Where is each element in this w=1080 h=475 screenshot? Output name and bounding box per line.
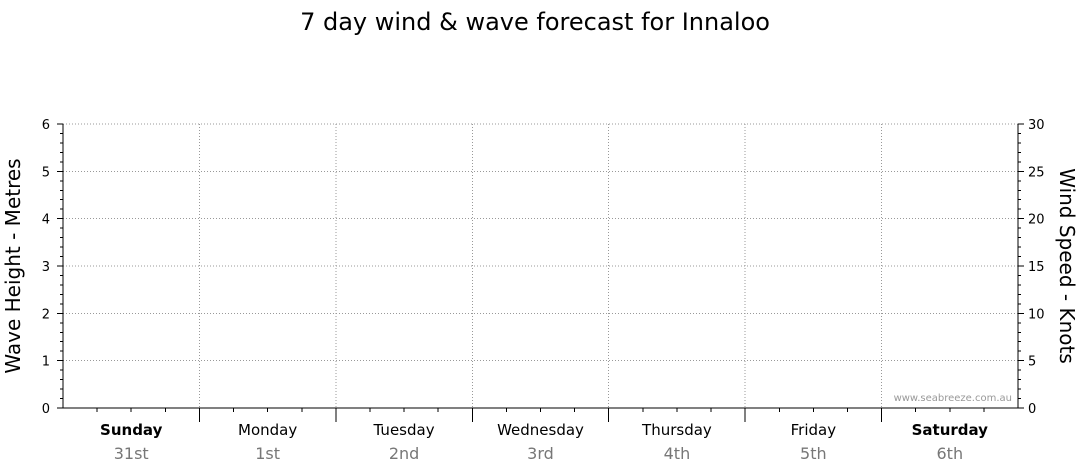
left-axis-title: Wave Height - Metres <box>1 158 25 373</box>
day-name-label: Wednesday <box>497 421 584 439</box>
day-name-label: Thursday <box>641 421 712 439</box>
day-date-label: 1st <box>255 444 280 463</box>
day-labels: Sunday 31st Monday 1st Tuesday 2nd Wednesday 3r… <box>100 421 988 463</box>
day-date-label: 3rd <box>527 444 554 463</box>
day-name-label: Friday <box>791 421 837 439</box>
day-name-label: Sunday <box>100 421 163 439</box>
day-date-label: 31st <box>114 444 149 463</box>
left-tick-label: 4 <box>42 213 50 228</box>
right-tick-label: 15 <box>1028 260 1045 275</box>
right-tick-label: 30 <box>1028 118 1045 133</box>
left-tick-label: 0 <box>42 402 50 417</box>
right-tick-label: 0 <box>1028 402 1036 417</box>
day-date-label: 5th <box>800 444 827 463</box>
left-axis-ticks: 0 1 2 3 4 5 6 <box>42 118 63 417</box>
watermark: www.seabreeze.com.au <box>894 393 1012 404</box>
left-tick-label: 1 <box>42 355 50 370</box>
chart-title: 7 day wind & wave forecast for Innaloo <box>300 8 770 36</box>
axes <box>62 124 1019 422</box>
right-axis-title: Wind Speed - Knots <box>1055 168 1079 364</box>
grid <box>63 123 1018 408</box>
day-date-label: 6th <box>936 444 963 463</box>
left-tick-label: 2 <box>42 307 50 322</box>
right-axis-ticks: 0 5 10 15 20 25 30 <box>1018 118 1045 417</box>
left-tick-label: 6 <box>42 118 50 133</box>
right-tick-label: 25 <box>1028 165 1045 180</box>
day-name-label: Tuesday <box>373 421 435 439</box>
day-name-label: Monday <box>238 421 297 439</box>
right-tick-label: 20 <box>1028 213 1045 228</box>
day-date-label: 4th <box>664 444 691 463</box>
left-tick-label: 3 <box>42 260 50 275</box>
right-tick-label: 5 <box>1028 355 1036 370</box>
day-date-label: 2nd <box>389 444 419 463</box>
left-tick-label: 5 <box>42 165 50 180</box>
day-name-label: Saturday <box>912 421 989 439</box>
right-tick-label: 10 <box>1028 307 1045 322</box>
